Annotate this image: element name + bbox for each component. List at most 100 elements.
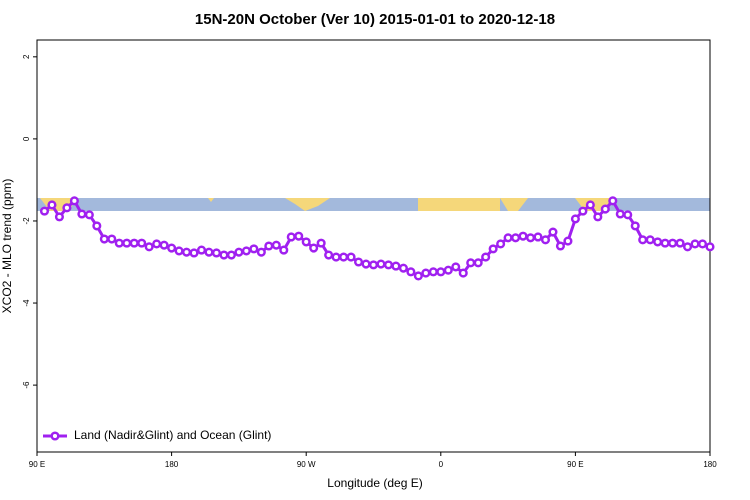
data-point [219,250,229,260]
land [285,198,330,211]
data-point [525,233,536,243]
land [208,198,214,202]
data-point [62,203,72,213]
chart-title: 15N-20N October (Ver 10) 2015-01-01 to 2… [195,11,555,28]
data-point [361,259,371,269]
data-point [623,210,633,220]
data-point [383,260,394,270]
data-point [615,209,625,219]
data-point [668,238,678,248]
data-point [413,271,423,281]
y-tick-label: 2 [22,54,31,59]
data-point [555,241,565,251]
data-point [630,221,640,231]
data-point [690,239,700,249]
data-point [593,212,603,222]
data-point [540,235,551,245]
data-point [271,240,281,250]
data-point [99,234,109,244]
data-point [339,252,349,262]
data-point [443,265,453,275]
data-point [152,239,162,249]
data-point [675,238,685,248]
data-point [114,238,124,248]
x-tick-label: 180 [165,460,179,469]
data-point [653,237,663,247]
data-point [39,206,50,216]
data-point [167,243,177,253]
data-point [144,242,154,252]
data-point [174,246,184,256]
data-point [189,248,199,258]
data-point [84,210,94,220]
data-point [331,252,341,262]
data-point [264,241,274,251]
data-point [585,200,595,210]
data-point [563,236,573,246]
data-point [578,206,588,216]
data-point [660,238,670,248]
data-point [226,250,236,260]
data-point [353,257,364,267]
data-point [488,244,498,254]
data-point [398,263,408,273]
data-point [279,245,289,255]
data-point [458,268,468,278]
data-point [92,221,102,231]
data-point [391,261,401,271]
data-point [436,267,446,277]
data-point [204,247,214,257]
map-band [37,198,710,211]
data-point [376,259,386,269]
legend-label: Land (Nadir&Glint) and Ocean (Glint) [74,428,271,442]
data-point [600,204,610,214]
data-point [511,233,521,243]
x-tick-label: 90 E [567,460,583,469]
y-tick-label: -2 [22,217,31,225]
y-tick-label: -6 [22,381,31,389]
land [500,198,528,211]
data-point [137,238,147,248]
x-tick-label: 0 [439,460,444,469]
data-point [286,232,296,242]
data-point [182,247,192,257]
data-point [196,245,207,255]
data-point [241,246,251,256]
data-point [256,247,266,257]
data-point [683,242,693,252]
data-point [518,231,528,241]
data-point [570,214,580,224]
data-point [77,209,87,219]
data-point [249,244,259,254]
data-point [451,262,461,272]
data-point [368,260,379,270]
plot-frame [36,39,711,453]
data-point [496,239,506,249]
x-axis-label: Longitude (deg E) [327,476,422,490]
data-point [705,242,715,252]
data-point [234,247,244,257]
data-point [316,238,326,248]
data-point [54,212,64,222]
ocean-band [37,198,710,211]
data-point [697,239,708,249]
data-point [645,235,655,245]
data-point [533,232,543,242]
data-point [466,258,476,268]
data-point [421,268,431,278]
data-point [428,267,438,277]
x-tick-label: 90 W [297,460,316,469]
legend-marker [50,431,60,441]
data-point [473,258,483,268]
data-point [294,231,304,241]
data-point [122,238,132,248]
y-tick-label: 0 [22,136,31,141]
data-point [324,250,334,260]
data-point [638,235,648,245]
data-point [129,238,139,248]
y-axis-label: XCO2 - MLO trend (ppm) [0,179,14,314]
y-tick-label: -4 [22,299,31,307]
data-point [69,196,79,206]
data-point [346,252,356,262]
